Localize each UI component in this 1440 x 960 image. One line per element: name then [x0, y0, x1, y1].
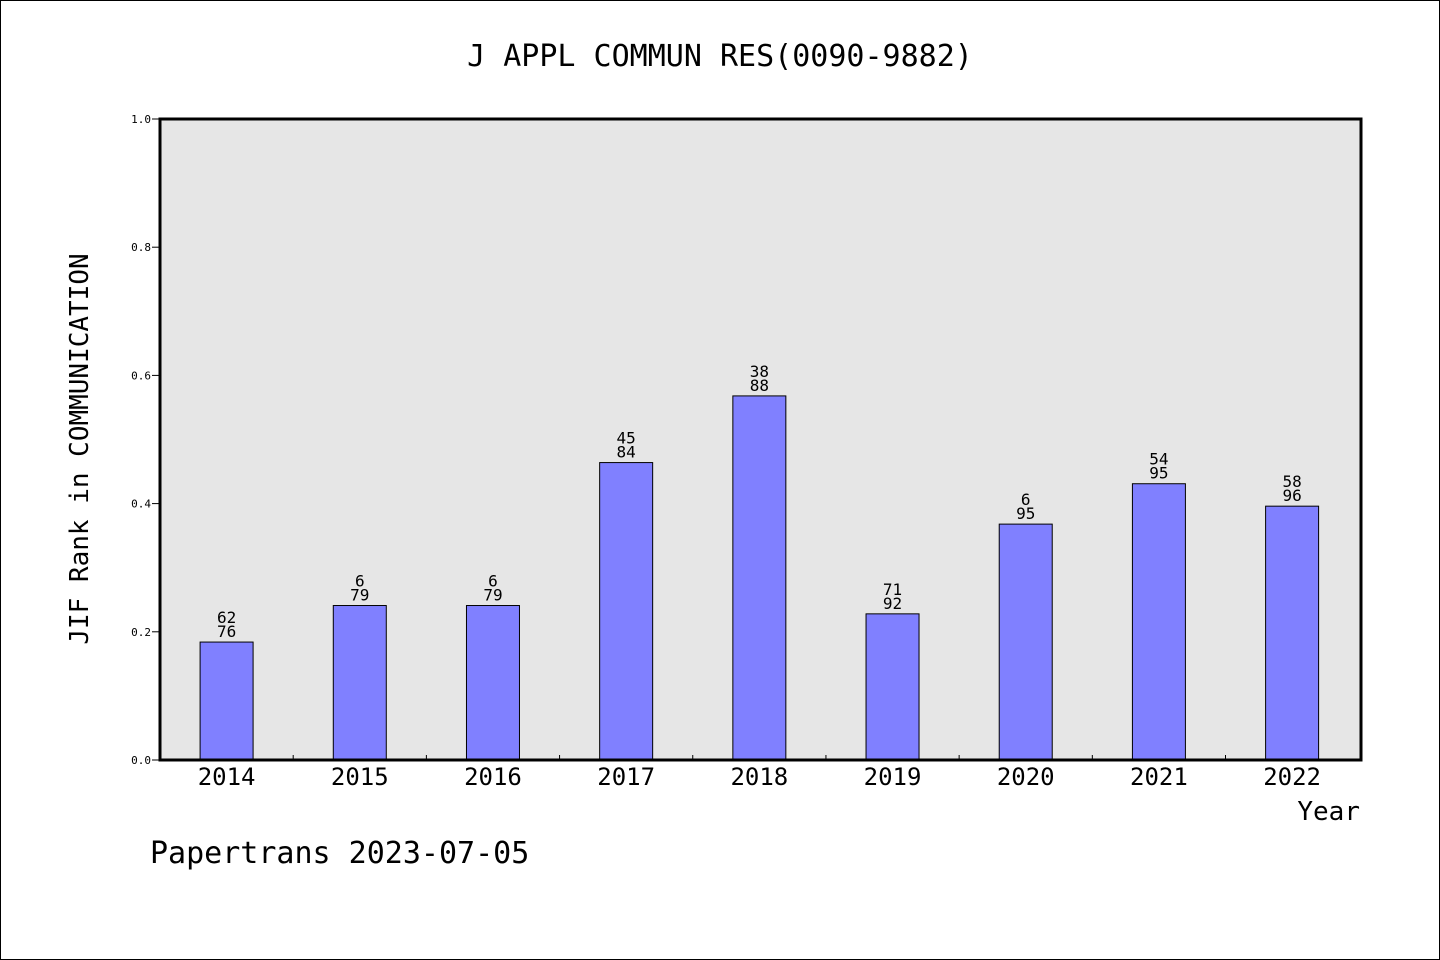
- bar-2015: [332, 605, 387, 761]
- x-category-label: 2018: [730, 763, 788, 791]
- bar-2017: [599, 462, 654, 761]
- footer-credit: Papertrans 2023-07-05: [150, 836, 529, 871]
- bar-2014: [199, 641, 254, 761]
- bar-2019: [865, 613, 920, 761]
- rank-label-2019: 71: [883, 580, 902, 599]
- plot-border: [158, 117, 1363, 762]
- total-label-2022: 96: [1282, 486, 1301, 505]
- rank-label-2022: 58: [1282, 472, 1301, 491]
- rank-label-2016: 6: [488, 572, 498, 591]
- y-tick-label: 0.8: [131, 241, 151, 254]
- y-tick-label: 0.4: [131, 498, 151, 511]
- x-category-label: 2017: [597, 763, 655, 791]
- rank-label-2020: 6: [1021, 490, 1031, 509]
- x-category-label: 2021: [1130, 763, 1188, 791]
- total-label-2020: 95: [1016, 504, 1035, 523]
- bar-2018: [732, 395, 787, 761]
- bar-2021: [1131, 483, 1186, 761]
- total-label-2019: 92: [883, 594, 902, 613]
- x-category-label: 2019: [864, 763, 922, 791]
- x-axis-label: Year: [1297, 797, 1360, 827]
- total-label-2015: 79: [350, 586, 369, 605]
- total-label-2018: 88: [750, 376, 769, 395]
- y-tick-label: 0.2: [131, 626, 151, 639]
- chart-title: J APPL COMMUN RES(0090-9882): [467, 39, 973, 74]
- total-label-2021: 95: [1149, 464, 1168, 483]
- x-category-label: 2016: [464, 763, 522, 791]
- y-tick-label: 1.0: [131, 113, 151, 126]
- bar-series: [199, 395, 1320, 761]
- y-tick-label: 0.6: [131, 369, 151, 382]
- rank-label-2021: 54: [1149, 450, 1168, 469]
- x-category-label: 2014: [198, 763, 256, 791]
- rank-label-2017: 45: [617, 429, 636, 448]
- x-category-label: 2015: [331, 763, 389, 791]
- bar-2020: [998, 523, 1053, 761]
- bar-2016: [465, 605, 520, 761]
- y-axis-ticks: 0.0 0.2 0.4 0.6 0.8 1.0: [131, 113, 160, 767]
- y-tick-label: 0.0: [131, 754, 151, 767]
- rank-label-2014: 62: [217, 608, 236, 627]
- x-category-label: 2022: [1263, 763, 1321, 791]
- total-label-2014: 76: [217, 622, 236, 641]
- bar-2022: [1265, 505, 1320, 761]
- rank-label-2018: 38: [750, 362, 769, 381]
- y-axis-label: JIF Rank in COMMUNICATION: [65, 253, 95, 644]
- total-label-2016: 79: [483, 586, 502, 605]
- total-label-2017: 84: [617, 443, 636, 462]
- x-category-label: 2020: [997, 763, 1055, 791]
- category-labels: 2014 2015 2016 2017 2018 2019 2020 2021 2022: [198, 763, 1321, 791]
- rank-label-2015: 6: [355, 572, 365, 591]
